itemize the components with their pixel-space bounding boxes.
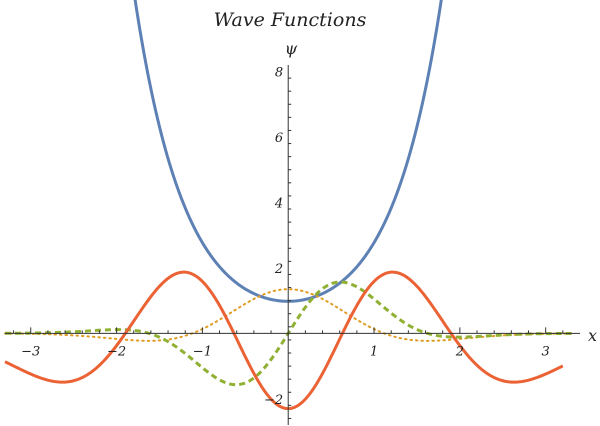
- x-axis-label: x: [588, 326, 597, 345]
- x-tick-label: 3: [542, 344, 550, 359]
- series-4-line: [4, 270, 564, 411]
- chart-title: Wave Functions: [214, 9, 367, 31]
- y-tick-label: 4: [274, 196, 283, 211]
- y-tick-label: 6: [275, 131, 283, 146]
- x-tick-label: −1: [193, 344, 212, 359]
- x-tick-label: −3: [21, 344, 40, 359]
- axes: −3 −2 −1 1 2 3 −2 2 4 6 8: [5, 65, 580, 425]
- x-tick-label: 1: [370, 344, 378, 359]
- x-tick-label: −2: [107, 344, 126, 359]
- y-tick-label: 8: [275, 66, 283, 81]
- y-tick-label: −2: [264, 393, 283, 408]
- y-axis-label: ψ: [285, 39, 298, 58]
- y-tick-label: 2: [274, 262, 283, 277]
- x-tick-label: 2: [455, 344, 464, 359]
